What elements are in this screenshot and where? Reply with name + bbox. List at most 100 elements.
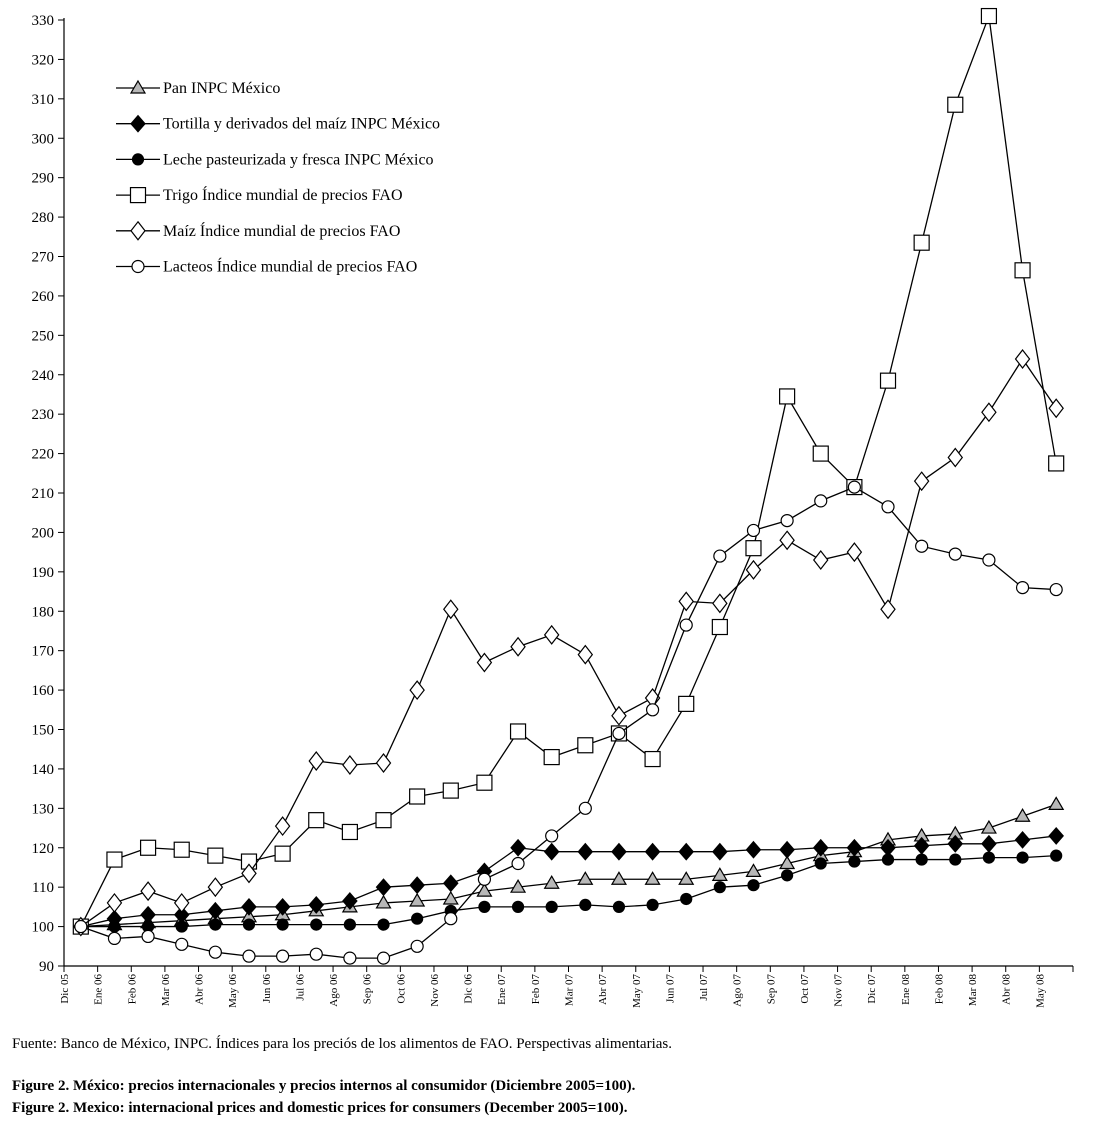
data-point: [410, 939, 424, 953]
data-point: [646, 898, 659, 912]
data-point: [747, 879, 760, 892]
x-tick-label: Mar 06: [160, 974, 172, 1007]
data-point: [74, 919, 88, 934]
data-point: [779, 530, 795, 551]
y-tick-label: 170: [32, 644, 55, 660]
data-point: [981, 834, 997, 853]
data-point: [173, 892, 190, 913]
legend-marker: [129, 187, 147, 204]
source-note: Fuente: Banco de México, INPC. Índices p…: [12, 1036, 672, 1052]
legend-label: Lacteos Índice mundial de precios FAO: [163, 257, 417, 276]
data-point: [678, 695, 695, 712]
data-point: [577, 644, 594, 665]
data-point: [543, 624, 560, 645]
data-point: [376, 951, 391, 965]
data-point: [375, 753, 392, 773]
y-tick-label: 120: [32, 841, 55, 857]
data-point: [846, 542, 863, 563]
legend-label: Maíz Índice mundial de precios FAO: [163, 221, 400, 240]
data-point: [1014, 349, 1031, 369]
y-tick-label: 150: [32, 723, 55, 739]
data-point: [879, 372, 897, 389]
data-point: [274, 816, 291, 837]
series-line: [80, 803, 1057, 928]
data-point: [274, 845, 291, 862]
data-point: [242, 949, 256, 963]
y-tick-label: 290: [32, 171, 55, 187]
data-point: [207, 847, 224, 864]
data-point: [949, 853, 962, 866]
x-tick-label: Ene 08: [900, 974, 912, 1005]
data-point: [812, 445, 829, 462]
x-tick-label: Dic 05: [59, 974, 71, 1004]
legend: Pan INPC México Tortilla y derivados del …: [116, 79, 440, 276]
data-point: [678, 591, 694, 612]
x-tick-label: Abr 07: [597, 974, 609, 1005]
data-point: [207, 877, 224, 898]
data-point: [814, 494, 828, 508]
data-point: [342, 754, 358, 775]
data-point: [443, 599, 459, 620]
data-point: [611, 842, 627, 861]
data-point: [1014, 808, 1031, 822]
y-tick-label: 250: [32, 328, 55, 344]
legend-marker: [129, 79, 147, 94]
legend-label: Leche pasteurizada y fresca INPC México: [163, 151, 434, 168]
data-point: [577, 737, 594, 754]
data-point: [1048, 398, 1064, 419]
series-line: [80, 854, 1057, 928]
data-point: [274, 897, 291, 916]
data-point: [848, 855, 861, 868]
y-tick-label: 200: [32, 525, 55, 541]
data-point: [982, 851, 996, 864]
data-point: [476, 882, 493, 897]
data-point: [645, 703, 660, 717]
data-point: [209, 918, 222, 931]
x-tick-label: Sep 07: [765, 974, 777, 1005]
y-tick-label: 190: [32, 565, 55, 581]
series-line: [80, 357, 1057, 928]
y-tick-label: 140: [32, 762, 55, 778]
data-point: [543, 875, 560, 889]
y-tick-label: 330: [32, 13, 55, 29]
data-point: [948, 547, 962, 561]
x-tick-label: Abr 08: [1001, 974, 1013, 1005]
data-point: [175, 920, 188, 933]
data-point: [680, 892, 693, 906]
x-tick-label: Jun 07: [664, 974, 676, 1004]
data-point: [241, 897, 257, 916]
data-point: [411, 912, 424, 925]
legend-marker: [131, 259, 145, 274]
series-4: [72, 7, 1065, 935]
data-point: [343, 951, 357, 965]
data-point: [678, 871, 695, 885]
y-tick-label: 130: [32, 801, 55, 817]
x-tick-label: Abr 06: [194, 974, 206, 1005]
y-tick-label: 320: [32, 52, 55, 68]
data-point: [543, 842, 560, 861]
figure-caption-spanish: Figure 2. México: precios internacionale…: [12, 1078, 636, 1094]
data-point: [947, 834, 964, 853]
data-point: [779, 855, 796, 870]
x-tick-label: Jul 06: [294, 974, 306, 1001]
data-point: [141, 929, 155, 944]
x-tick-label: Dic 07: [866, 974, 878, 1004]
data-point: [510, 636, 526, 657]
data-point: [781, 869, 794, 882]
data-point: [679, 618, 693, 632]
x-tick-label: Ago 06: [328, 974, 340, 1007]
data-point: [377, 918, 390, 931]
data-point: [444, 912, 458, 926]
data-point: [308, 895, 325, 914]
figure-caption-english: Figure 2. Mexico: internacional prices a…: [12, 1100, 628, 1116]
data-point: [310, 918, 323, 931]
data-point: [812, 550, 829, 570]
data-point: [577, 842, 594, 861]
data-point: [276, 918, 289, 931]
data-point: [611, 705, 627, 726]
data-point: [409, 892, 426, 907]
y-tick-label: 180: [32, 604, 55, 620]
y-tick-label: 230: [32, 407, 55, 423]
data-point: [881, 500, 895, 514]
data-point: [713, 881, 726, 894]
